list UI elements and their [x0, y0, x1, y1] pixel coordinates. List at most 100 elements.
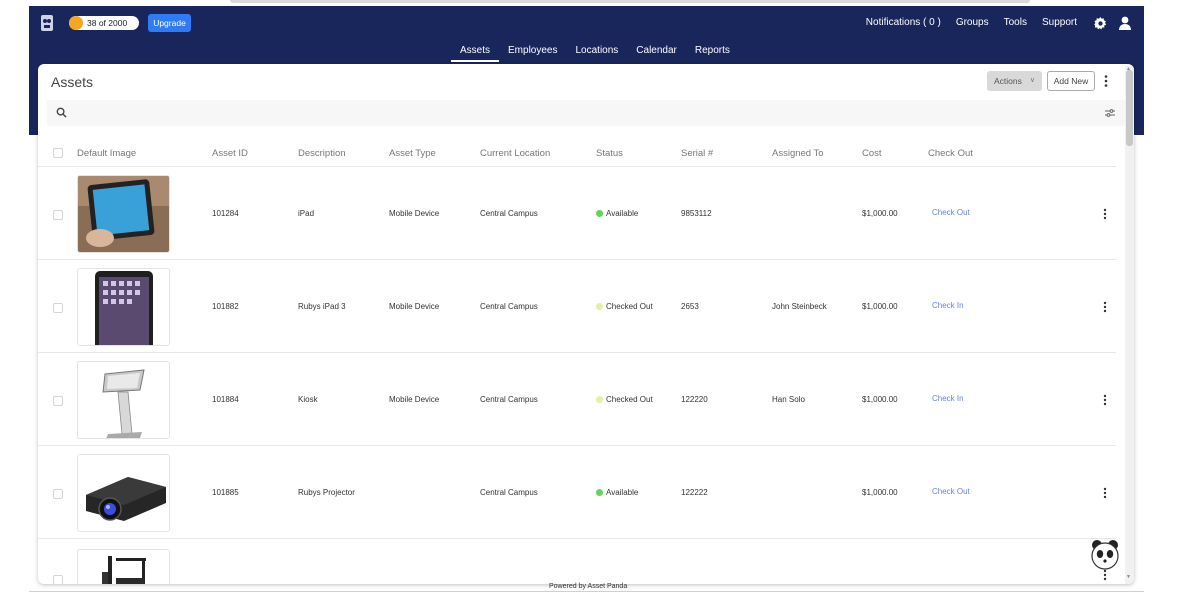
tab-locations[interactable]: Locations: [575, 45, 619, 56]
scrollbar-thumb[interactable]: [1126, 70, 1133, 146]
table-row[interactable]: 101885 Rubys Projector Central Campus Av…: [38, 446, 1116, 539]
projector-photo: [78, 455, 169, 531]
status-checked-out-dot: [596, 396, 603, 403]
status-available-dot: [596, 489, 603, 496]
serial-number: 122222: [681, 488, 708, 497]
search-input[interactable]: [73, 103, 1073, 123]
status-checked-out-dot: [596, 303, 603, 310]
row-more-options-icon[interactable]: [1102, 208, 1108, 220]
asset-cost: $1,000.00: [862, 209, 898, 218]
asset-description: Kiosk: [298, 395, 318, 404]
more-options-icon[interactable]: [1102, 74, 1110, 88]
table-row[interactable]: 101882 Rubys iPad 3 Mobile Device Centra…: [38, 260, 1116, 353]
status-text: Checked Out: [606, 395, 653, 404]
ipad-photo: [78, 269, 169, 345]
panda-help-icon[interactable]: [1089, 537, 1121, 571]
chevron-down-icon: ∨: [1029, 77, 1035, 84]
row-more-options-icon[interactable]: [1102, 487, 1108, 499]
asset-image-ipad[interactable]: [77, 175, 170, 253]
asset-limit-text: 38 of 2000: [87, 18, 128, 28]
status-badge: Available: [596, 209, 638, 218]
asset-location: Central Campus: [480, 395, 538, 404]
row-more-options-icon[interactable]: [1102, 394, 1108, 406]
select-all-checkbox[interactable]: [53, 148, 63, 158]
column-header-check-out[interactable]: Check Out: [928, 148, 973, 159]
asset-cost: $1,000.00: [862, 395, 898, 404]
row-checkbox[interactable]: [53, 489, 63, 499]
column-header-assigned-to[interactable]: Assigned To: [772, 148, 824, 159]
asset-id: 101885: [212, 488, 239, 497]
asset-limit-fill: [69, 16, 83, 30]
kiosk-photo: [78, 362, 169, 438]
assigned-to: Han Solo: [772, 395, 805, 404]
status-text: Checked Out: [606, 302, 653, 311]
row-checkbox[interactable]: [53, 396, 63, 406]
tab-calendar[interactable]: Calendar: [636, 45, 677, 56]
forklift-photo: [78, 550, 169, 584]
asset-panda-logo-icon[interactable]: [40, 14, 54, 32]
user-account-icon[interactable]: [1119, 16, 1131, 30]
column-header-cost[interactable]: Cost: [862, 148, 882, 159]
check-out-link[interactable]: Check Out: [932, 487, 970, 496]
check-out-link[interactable]: Check Out: [932, 208, 970, 217]
tab-reports[interactable]: Reports: [694, 45, 730, 56]
status-badge: Checked Out: [596, 395, 653, 404]
status-available-dot: [596, 210, 603, 217]
column-header-status[interactable]: Status: [596, 148, 623, 159]
asset-description: iPad: [298, 209, 315, 218]
asset-cost: $1,000.00: [862, 302, 898, 311]
asset-image-kiosk[interactable]: [77, 361, 170, 439]
column-header-serial[interactable]: Serial #: [681, 148, 714, 159]
table-row[interactable]: 101284 iPad Mobile Device Central Campus…: [38, 167, 1116, 260]
row-more-options-icon[interactable]: [1102, 301, 1108, 313]
asset-image-forklift[interactable]: [77, 549, 170, 584]
row-checkbox[interactable]: [53, 210, 63, 220]
add-new-button[interactable]: Add New: [1047, 71, 1095, 91]
browser-scroll-bar: [230, 0, 1030, 3]
assets-card: Assets Actions ∨ Add New Default Image: [38, 64, 1134, 584]
status-badge: Checked Out: [596, 302, 653, 311]
row-more-options-icon[interactable]: [1102, 569, 1108, 581]
page-title: Assets: [51, 74, 94, 90]
search-icon: [56, 107, 67, 118]
column-header-default-image[interactable]: Default Image: [77, 148, 137, 159]
serial-number: 122220: [681, 395, 708, 404]
asset-image-ipad[interactable]: [77, 268, 170, 346]
search-bar: [47, 100, 1125, 126]
support-link[interactable]: Support: [1041, 17, 1077, 28]
notifications-link[interactable]: Notifications ( 0 ): [865, 17, 941, 28]
row-checkbox[interactable]: [53, 303, 63, 313]
column-header-asset-type[interactable]: Asset Type: [389, 148, 436, 159]
filter-settings-icon[interactable]: [1105, 108, 1115, 118]
scroll-down-arrow-icon[interactable]: ▼: [1126, 574, 1131, 580]
serial-number: 2653: [681, 302, 699, 311]
actions-dropdown[interactable]: Actions ∨: [987, 71, 1042, 91]
column-header-current-location[interactable]: Current Location: [480, 148, 551, 159]
browser-strip: [0, 0, 1200, 6]
check-in-link[interactable]: Check In: [932, 301, 964, 310]
gear-icon[interactable]: [1094, 17, 1107, 30]
groups-link[interactable]: Groups: [955, 17, 989, 28]
asset-location: Central Campus: [480, 209, 538, 218]
column-header-asset-id[interactable]: Asset ID: [212, 148, 248, 159]
asset-limit-meter: 38 of 2000: [69, 16, 139, 30]
asset-id: 101284: [212, 209, 239, 218]
table-row[interactable]: 101884 Kiosk Mobile Device Central Campu…: [38, 353, 1116, 446]
check-in-link[interactable]: Check In: [932, 394, 964, 403]
scroll-up-arrow-icon[interactable]: ▲: [1126, 66, 1131, 72]
column-header-description[interactable]: Description: [298, 148, 346, 159]
assigned-to: John Steinbeck: [772, 302, 827, 311]
tab-assets[interactable]: Assets: [451, 42, 500, 62]
asset-type: Mobile Device: [389, 209, 440, 218]
table-header: Default Image Asset ID Description Asset…: [38, 139, 1116, 167]
asset-image-projector[interactable]: [77, 454, 170, 532]
upgrade-button[interactable]: Upgrade: [148, 14, 191, 32]
table-row-partial[interactable]: [38, 539, 1116, 584]
asset-cost: $1,000.00: [862, 488, 898, 497]
vertical-scrollbar[interactable]: ▲ ▼: [1125, 66, 1134, 584]
row-checkbox[interactable]: [53, 575, 63, 584]
tools-link[interactable]: Tools: [1003, 17, 1027, 28]
tab-employees[interactable]: Employees: [508, 45, 558, 56]
status-badge: Available: [596, 488, 638, 497]
